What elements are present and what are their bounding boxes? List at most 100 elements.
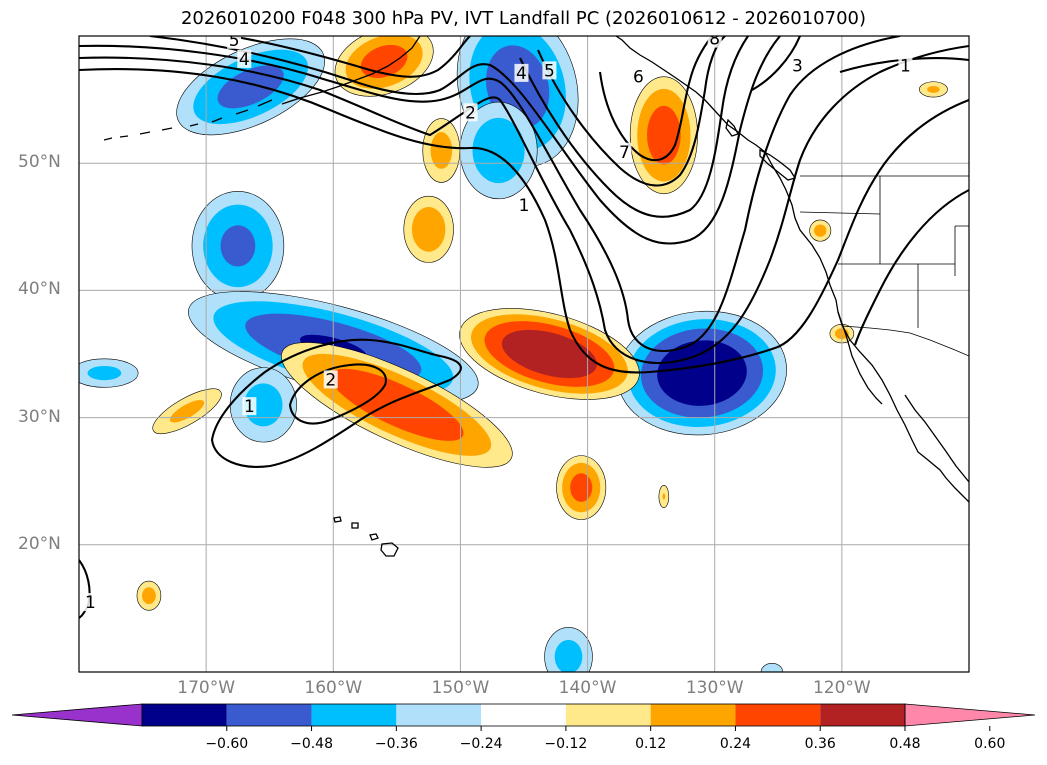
contour-pv-6 <box>537 36 726 187</box>
longitude-label: 170°W <box>177 678 236 698</box>
latitude-label: 20°N <box>18 533 61 554</box>
anomaly-level <box>927 85 940 93</box>
colorbar-tick-label: 0.24 <box>719 736 752 752</box>
contour-label-bg <box>463 103 478 122</box>
anomaly-level <box>430 132 453 169</box>
contour-pv-7 <box>598 36 713 162</box>
pv-anomaly-layer <box>79 36 948 672</box>
anomaly-level <box>142 587 156 605</box>
pv-anomaly-positive <box>459 308 640 400</box>
colorbar-tick-label: 0.60 <box>974 736 1006 752</box>
pv-anomaly-negative <box>229 367 297 443</box>
anomaly-level <box>662 493 666 500</box>
longitude-label: 140°W <box>558 678 617 698</box>
pv-anomaly-positive <box>403 195 454 263</box>
latitude-label: 30°N <box>18 406 61 427</box>
island-hawaii-big <box>380 542 399 557</box>
anomaly-level <box>647 105 681 165</box>
contour-label-bg <box>617 142 632 161</box>
colorbar-swatch <box>820 704 905 726</box>
contour-label: 2 <box>465 103 476 123</box>
longitude-label: 130°W <box>685 678 744 698</box>
longitude-label: 120°W <box>812 678 871 698</box>
anomaly-level <box>657 340 747 406</box>
border-us-mexico <box>841 325 969 357</box>
contour-label: 2 <box>325 370 336 390</box>
colorbar-swatch <box>396 704 482 726</box>
contour-label: 1 <box>900 56 911 76</box>
contour-label-bg <box>898 56 913 75</box>
anomaly-level <box>570 473 593 502</box>
graticule <box>79 36 969 672</box>
island-haida <box>725 118 739 137</box>
contour-label: 5 <box>229 31 240 51</box>
contour-label-bg <box>237 49 252 68</box>
contour-pv-2-jet <box>79 44 969 364</box>
contour-label-bg <box>542 61 557 80</box>
contour-label: 1 <box>244 397 255 417</box>
pv-anomaly-positive <box>919 81 948 98</box>
contour-label: 4 <box>239 50 250 70</box>
contour-pv-2-cutoff <box>288 363 387 425</box>
colorbar <box>11 703 1036 731</box>
contour-pv-5 <box>229 36 749 218</box>
colorbar-swatch <box>565 704 651 726</box>
anomaly-level <box>760 663 784 672</box>
contour-label: 1 <box>85 593 96 613</box>
contour-pv-1-jet <box>79 68 969 374</box>
island-hawaii-maui <box>369 533 379 541</box>
colorbar-swatch <box>735 704 821 726</box>
colorbar-tick-label: 0.12 <box>635 736 667 752</box>
colorbar-tick-label: −0.36 <box>374 736 418 752</box>
anomaly-level <box>169 400 205 423</box>
aleutian-chain <box>103 99 273 141</box>
coastline-alaska-south <box>281 36 421 105</box>
colorbar-tick-label: −0.48 <box>290 736 333 752</box>
pv-anomaly-negative <box>191 190 285 301</box>
state-borders <box>799 176 969 328</box>
island-vancouver <box>759 148 797 181</box>
colorbar-extend-high <box>904 703 1036 727</box>
pv-anomaly-positive <box>136 580 162 611</box>
latitude-label: 50°N <box>18 152 61 173</box>
coastline-north-america <box>615 36 969 503</box>
contour-label-bg <box>323 370 338 389</box>
coastline-baja <box>837 311 883 405</box>
colorbar-swatch <box>142 704 227 726</box>
longitude-label: 150°W <box>431 678 490 698</box>
latitude-label: 40°N <box>18 279 61 300</box>
anomaly-level <box>411 206 446 252</box>
contour-pv-1-east-plains <box>854 189 969 346</box>
anomaly-level <box>87 365 122 381</box>
pv-anomaly-positive <box>809 219 832 242</box>
pv-anomaly-positive <box>152 388 222 435</box>
contour-label: 6 <box>633 68 644 88</box>
anomaly-level <box>244 383 283 427</box>
contour-label: 8 <box>709 30 720 50</box>
contour-label: 7 <box>619 143 630 163</box>
colorbar-tick-label: 0.36 <box>804 736 836 752</box>
pv-anomaly-positive <box>556 455 607 520</box>
contour-label: 1 <box>519 196 530 216</box>
map-title: 2026010200 F048 300 hPa PV, IVT Landfall… <box>180 8 867 29</box>
political-borders <box>799 175 969 357</box>
colorbar-tick-label: −0.24 <box>459 736 503 752</box>
contour-label-bg <box>707 36 722 48</box>
contour-label: 4 <box>516 64 527 84</box>
contour-label-bg <box>83 593 98 612</box>
contour-label-bg <box>790 56 805 75</box>
longitude-label: 160°W <box>304 678 363 698</box>
anomaly-level <box>330 368 464 441</box>
pv-anomaly-negative <box>79 358 139 388</box>
coastlines <box>103 36 969 557</box>
anomaly-level <box>554 639 583 672</box>
map-border <box>78 35 970 673</box>
pv-anomaly-negative <box>760 663 784 672</box>
pv-anomaly-positive <box>629 76 698 195</box>
contour-pv-1-cutoff <box>210 338 462 468</box>
contour-label: 3 <box>792 56 803 76</box>
colorbar-tick-label: 0.48 <box>889 736 921 752</box>
